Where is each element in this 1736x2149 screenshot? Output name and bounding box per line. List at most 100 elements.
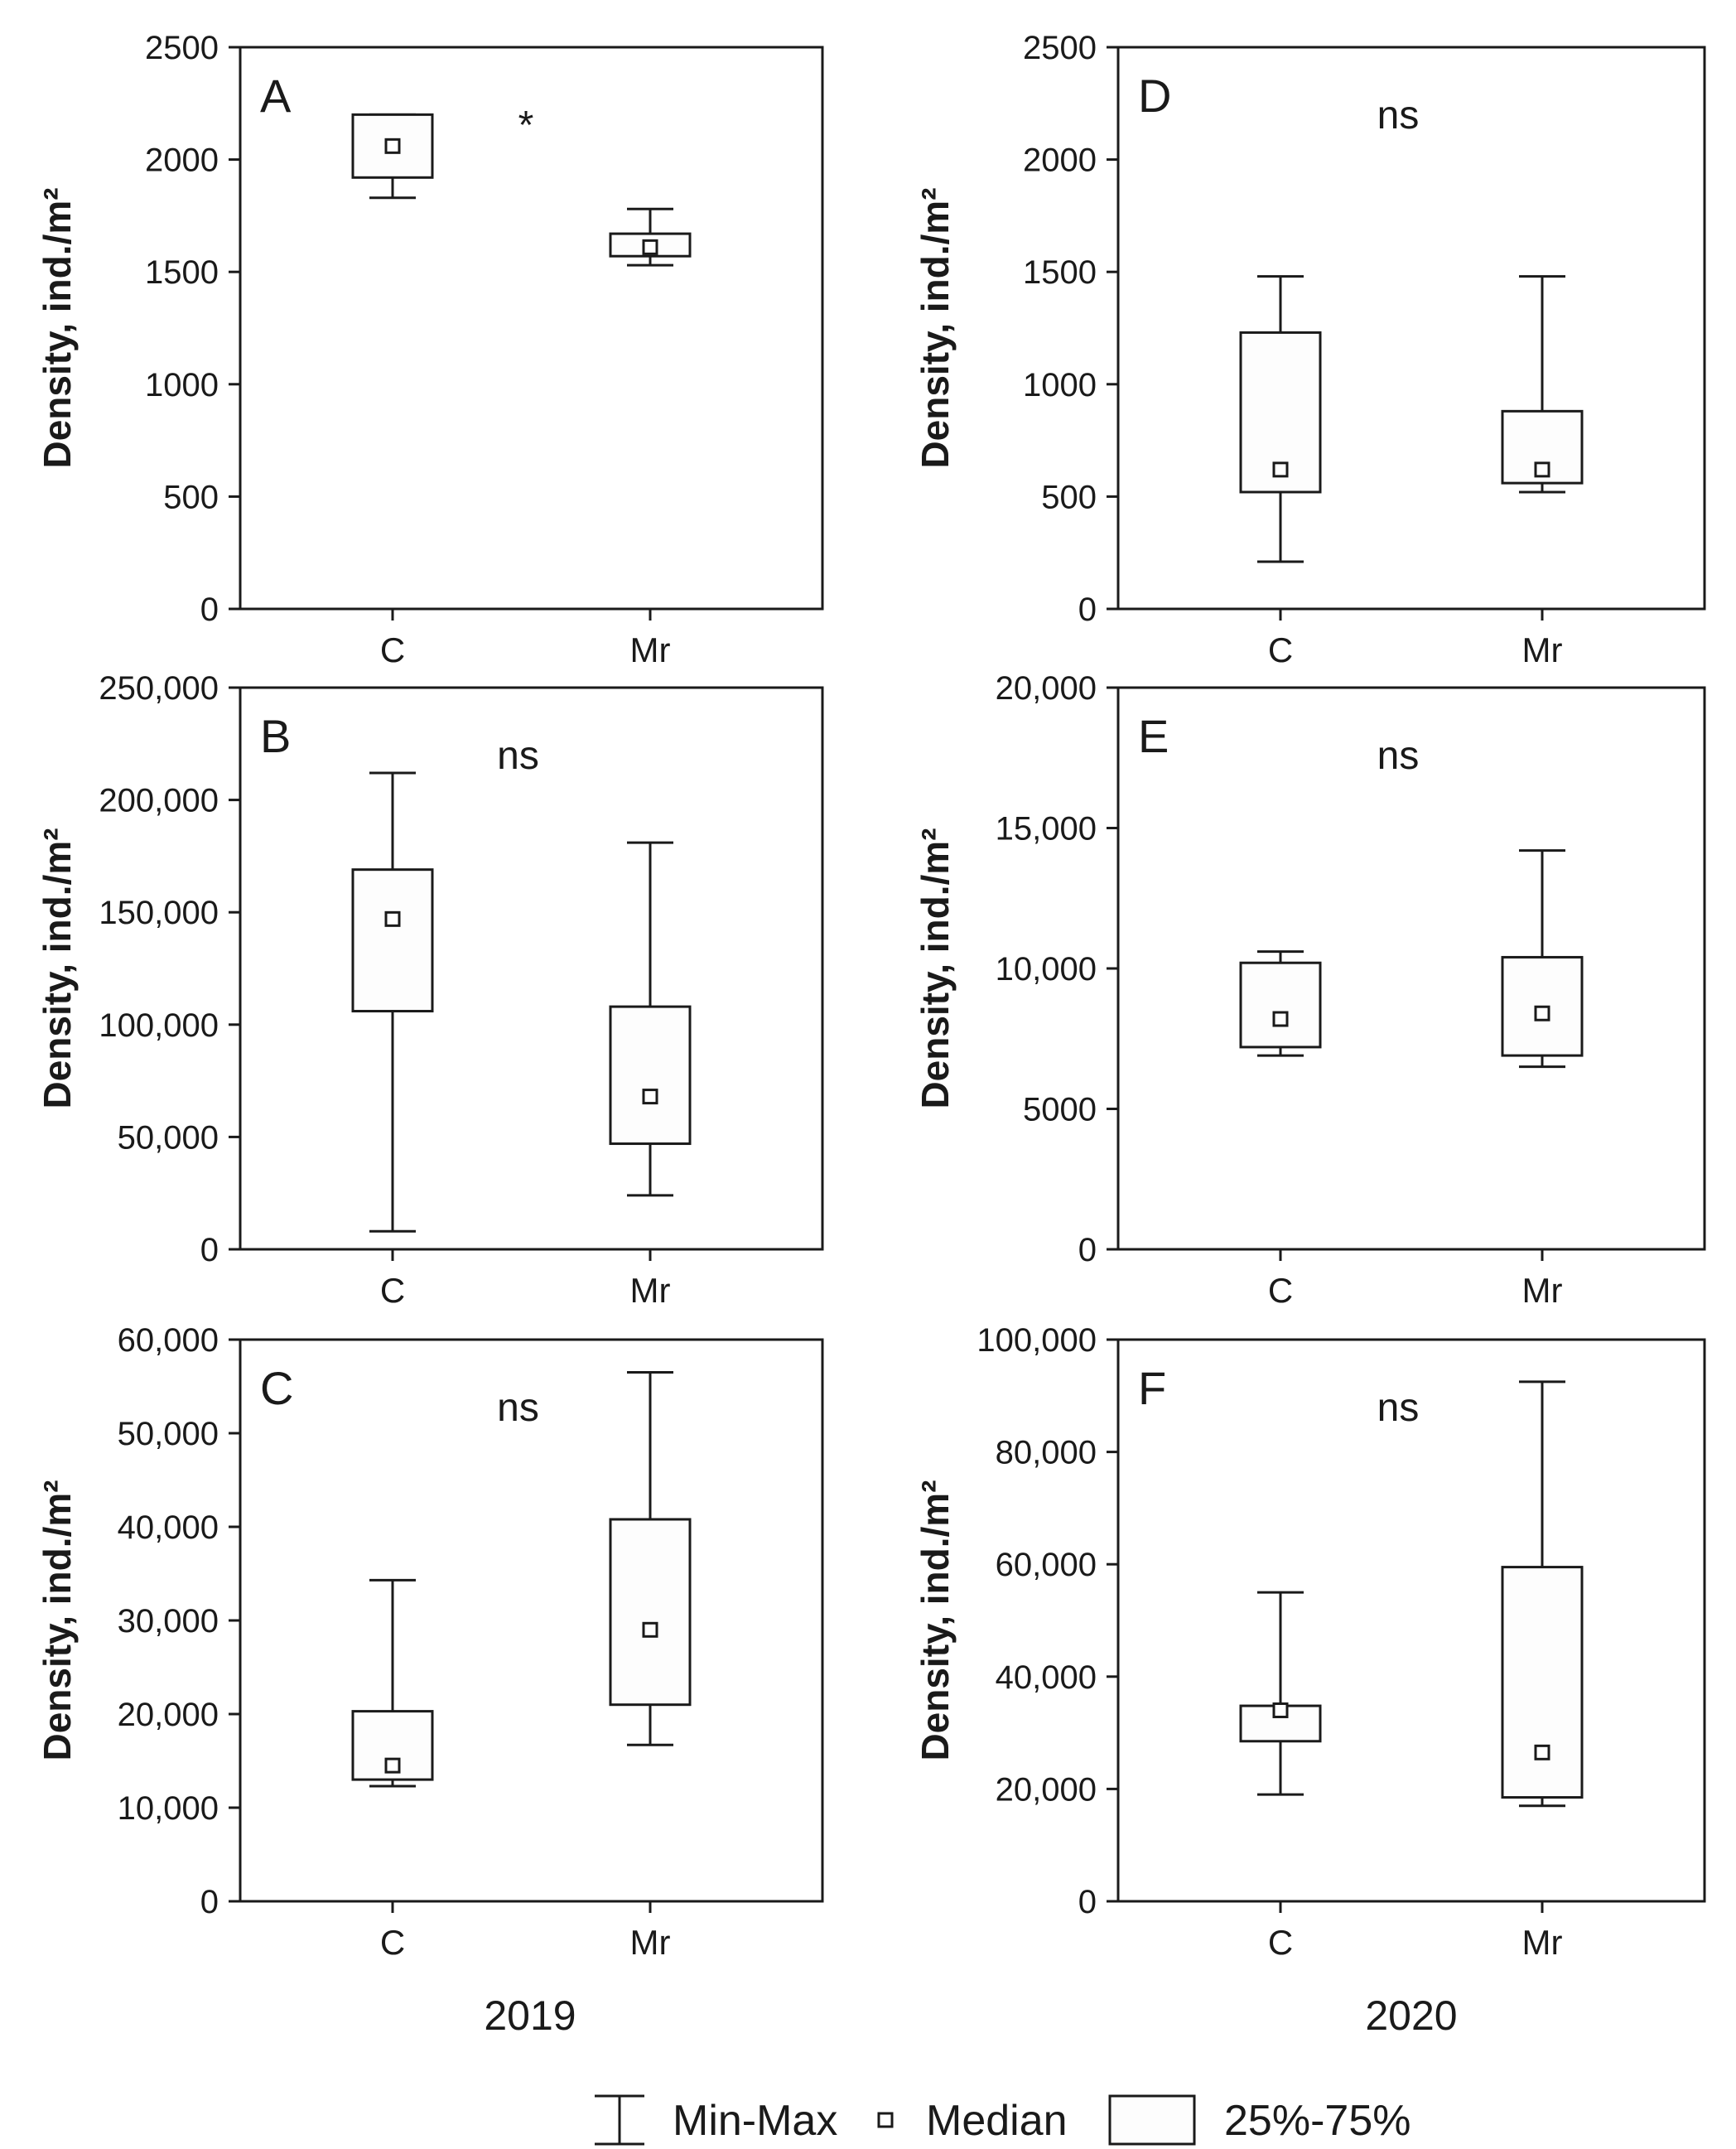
box-c [1239, 950, 1322, 1057]
median-marker [1272, 1702, 1289, 1718]
y-tick-label: 20,000 [996, 1771, 1097, 1808]
y-tick-label: 200,000 [99, 783, 219, 819]
y-axis-label: Density, ind./m² [914, 187, 957, 468]
median-marker [642, 1089, 658, 1105]
plot-frame [239, 686, 824, 1251]
panel-letter: F [1138, 1362, 1166, 1414]
x-tick-label-c: C [380, 1271, 405, 1310]
plot-frame [239, 46, 824, 611]
x-tick-label-mr: Mr [1522, 1271, 1563, 1310]
box-c [351, 1578, 434, 1788]
y-tick-label: 1500 [1023, 254, 1097, 291]
y-tick-label: 60,000 [118, 1322, 219, 1359]
y-axis-label: Density, ind./m² [36, 828, 79, 1108]
y-tick-label: 150,000 [99, 895, 219, 931]
legend-minmax-icon [595, 2094, 644, 2146]
median-marker [1534, 1005, 1550, 1021]
iqr-box [351, 868, 434, 1013]
y-tick-label: 20,000 [118, 1697, 219, 1733]
median-marker [384, 138, 401, 154]
box-c [1239, 275, 1322, 563]
iqr-box [609, 1518, 692, 1707]
median-marker [384, 1757, 401, 1774]
y-tick-label: 0 [1078, 592, 1097, 628]
legend-median-icon [877, 2112, 894, 2128]
median-marker [1534, 1744, 1550, 1760]
box-mr [609, 841, 692, 1197]
year-label-2020: 2020 [1365, 1992, 1457, 2039]
panel-letter: C [260, 1362, 293, 1414]
median-marker [1272, 461, 1289, 478]
x-tick-label-mr: Mr [630, 1923, 671, 1962]
plot-frame [1116, 1338, 1706, 1903]
y-tick-label: 2500 [1023, 30, 1097, 66]
y-tick-label: 50,000 [118, 1416, 219, 1452]
y-axis-label: Density, ind./m² [36, 1480, 79, 1760]
y-tick-label: 30,000 [118, 1603, 219, 1640]
iqr-box [609, 1005, 692, 1146]
y-tick-label: 60,000 [996, 1547, 1097, 1583]
panel-letter: E [1138, 710, 1169, 762]
panel-letter: B [260, 710, 291, 762]
box-c [1239, 1591, 1322, 1796]
panels: 0 500 1000 1500 2000 2500 Density, ind./m² C Mr A… [36, 30, 1706, 1962]
panel-A: 0 500 1000 1500 2000 2500 Density, ind./m² C Mr A… [36, 30, 824, 669]
y-tick-label: 0 [1078, 1232, 1097, 1268]
significance-label: ns [1377, 1386, 1420, 1430]
iqr-box [1501, 409, 1584, 485]
panel-C: 0 10,000 20,000 30,000 40,000 50,000 60,000 Den… [36, 1322, 824, 1962]
x-tick-label-c: C [380, 1923, 405, 1962]
legend-box-icon [1108, 2094, 1196, 2146]
y-tick-label: 5000 [1023, 1092, 1097, 1128]
y-tick-label: 2000 [145, 142, 219, 179]
y-tick-label: 100,000 [99, 1007, 219, 1044]
y-tick-label: 10,000 [118, 1790, 219, 1827]
x-tick-label-c: C [1268, 1923, 1293, 1962]
iqr-box [1239, 961, 1322, 1049]
y-tick-label: 40,000 [996, 1659, 1097, 1696]
x-tick-label-c: C [1268, 1271, 1293, 1310]
median-marker [642, 1621, 658, 1638]
y-tick-label: 2000 [1023, 142, 1097, 179]
iqr-box [1239, 1704, 1322, 1743]
x-tick-label-mr: Mr [1522, 630, 1563, 669]
y-tick-label: 0 [200, 592, 219, 628]
significance-label: ns [1377, 734, 1420, 778]
box-c [351, 113, 434, 200]
x-tick-label-mr: Mr [1522, 1923, 1563, 1962]
panel-F: 0 20,000 40,000 60,000 80,000 100,000 Density,… [914, 1322, 1706, 1962]
box-mr [1501, 849, 1584, 1069]
y-tick-label: 0 [200, 1884, 219, 1920]
significance-label: ns [1377, 94, 1420, 138]
box-mr [1501, 1380, 1584, 1808]
y-tick-label: 40,000 [118, 1509, 219, 1546]
y-tick-label: 500 [163, 479, 219, 515]
median-marker [642, 239, 658, 255]
y-tick-label: 0 [200, 1232, 219, 1268]
iqr-box [1501, 1566, 1584, 1799]
legend-minmax-label: Min-Max [673, 2097, 837, 2145]
y-axis-label: Density, ind./m² [914, 828, 957, 1108]
y-tick-label: 80,000 [996, 1435, 1097, 1471]
panel-letter: D [1138, 70, 1171, 122]
x-tick-label-mr: Mr [630, 1271, 671, 1310]
y-axis-label: Density, ind./m² [36, 187, 79, 468]
legend: Min-Max Median 25%-75% [595, 2094, 1410, 2146]
x-tick-label-c: C [380, 630, 405, 669]
significance-label: ns [497, 1386, 539, 1430]
plot-frame [1116, 46, 1706, 611]
year-label-2019: 2019 [484, 1992, 576, 2039]
y-axis-label: Density, ind./m² [914, 1480, 957, 1760]
box-mr [609, 1371, 692, 1746]
y-tick-label: 1000 [145, 367, 219, 403]
y-tick-label: 2500 [145, 30, 219, 66]
y-tick-label: 50,000 [118, 1119, 219, 1156]
median-marker [384, 910, 401, 927]
legend-median-label: Median [926, 2097, 1068, 2145]
box-c [351, 771, 434, 1233]
median-marker [1272, 1011, 1289, 1027]
legend-box-label: 25%-75% [1224, 2097, 1410, 2145]
significance-label: ns [497, 734, 539, 778]
x-tick-label-mr: Mr [630, 630, 671, 669]
y-tick-label: 500 [1041, 479, 1097, 515]
